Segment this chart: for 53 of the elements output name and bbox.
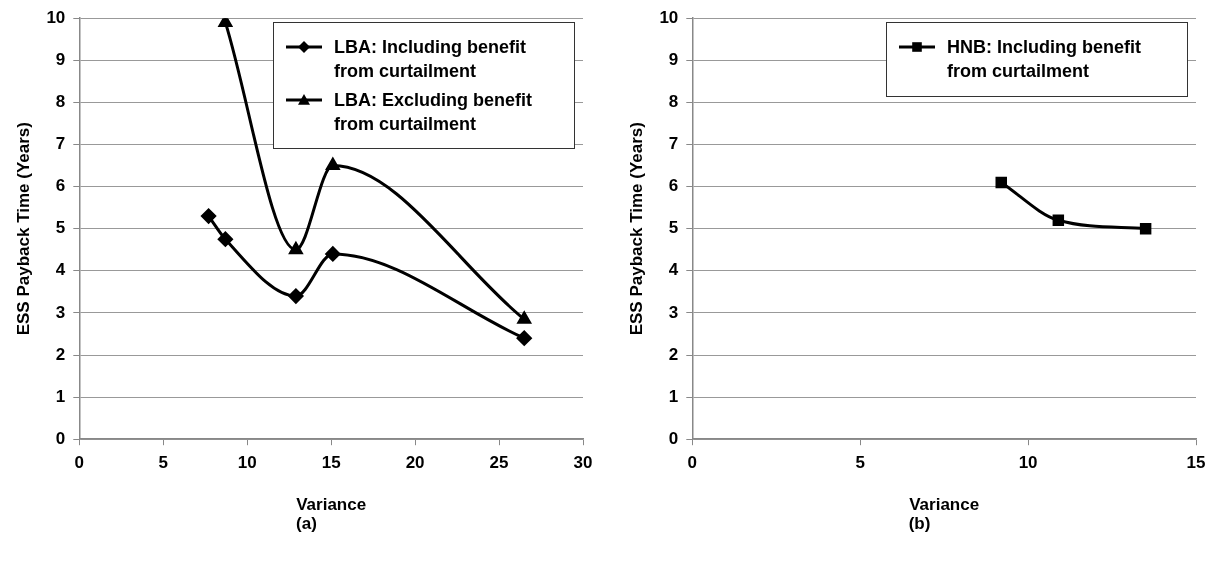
x-tick-label: 25 <box>489 453 509 473</box>
point <box>288 288 304 304</box>
point <box>1052 214 1065 227</box>
y-tick-label: 0 <box>55 428 66 448</box>
y-tick-label: 9 <box>55 49 66 69</box>
y-tick-label: 4 <box>668 260 679 280</box>
y-tick-label: 10 <box>46 7 66 27</box>
x-axis-title: Variance <box>909 495 980 515</box>
x-tick-label: 5 <box>158 453 168 473</box>
y-axis-title: ESS Payback Time (Years) <box>626 122 646 336</box>
point <box>326 158 340 171</box>
x-tick-label: 5 <box>855 453 865 473</box>
y-tick-label: 3 <box>668 302 679 322</box>
x-tick-label: 0 <box>74 453 85 473</box>
point <box>217 231 233 247</box>
y-tick-label: 5 <box>55 218 66 238</box>
text: (a) <box>295 514 318 534</box>
x-tick-label: 15 <box>1186 453 1206 473</box>
y-tick-label: 3 <box>55 302 66 322</box>
y-tick-label: 2 <box>55 344 66 364</box>
text: (b) <box>907 514 932 534</box>
y-tick-label: 6 <box>668 176 679 196</box>
y-axis-title: ESS Payback Time (Years) <box>13 122 33 336</box>
point <box>516 330 532 346</box>
x-tick-label: 30 <box>573 453 593 473</box>
point <box>995 176 1007 189</box>
y-tick-label: 0 <box>668 428 679 448</box>
legend-label: HNB: Including benefit from curtailment <box>947 36 1142 84</box>
x-tick-label: 15 <box>321 453 341 473</box>
y-tick-label: 1 <box>668 386 679 406</box>
point <box>289 242 303 255</box>
legend-label: LBA: Including benefit from curtailment <box>334 36 527 84</box>
y-tick-label: 6 <box>55 176 66 196</box>
point <box>1139 222 1152 235</box>
y-tick-label: 2 <box>668 344 679 364</box>
y-tick-label: 4 <box>55 260 66 280</box>
x-tick-label: 10 <box>237 453 257 473</box>
point <box>201 208 217 224</box>
point <box>325 246 341 262</box>
point <box>517 311 531 324</box>
y-tick-label: 8 <box>668 92 679 112</box>
y-tick-label: 8 <box>55 92 66 112</box>
legend-label: LBA: Excluding benefit from curtailment <box>334 88 533 137</box>
y-tick-label: 1 <box>55 386 66 406</box>
x-axis-title: Variance <box>296 495 367 515</box>
x-tick-label: 10 <box>1018 453 1038 473</box>
x-tick-label: 0 <box>687 453 698 473</box>
y-tick-label: 7 <box>55 134 66 154</box>
y-tick-label: 9 <box>668 49 679 69</box>
y-tick-label: 7 <box>668 134 679 154</box>
y-tick-label: 5 <box>668 218 679 238</box>
y-tick-label: 10 <box>659 7 679 27</box>
x-tick-label: 20 <box>405 453 425 473</box>
